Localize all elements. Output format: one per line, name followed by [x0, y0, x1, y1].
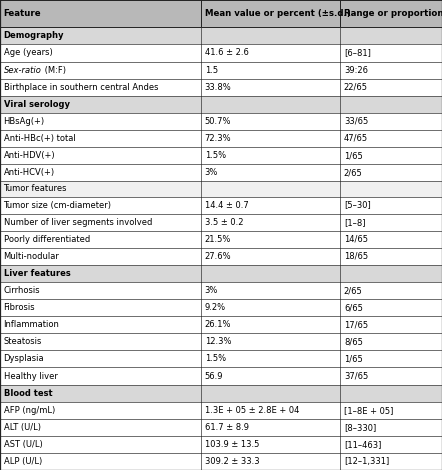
Text: 309.2 ± 33.3: 309.2 ± 33.3 — [205, 457, 259, 466]
Bar — [0, 0, 442, 27]
Text: [1–8E + 05]: [1–8E + 05] — [344, 406, 393, 415]
Text: 33/65: 33/65 — [344, 117, 368, 126]
Text: Steatosis: Steatosis — [4, 337, 42, 346]
Bar — [0, 62, 442, 78]
Text: [1–8]: [1–8] — [344, 218, 366, 227]
Text: Tumor size (cm-diameter): Tumor size (cm-diameter) — [4, 201, 111, 210]
Bar — [0, 350, 442, 368]
Bar — [0, 419, 442, 436]
Text: Tumor features: Tumor features — [4, 184, 67, 193]
Text: 56.9: 56.9 — [205, 371, 223, 381]
Text: [6–81]: [6–81] — [344, 48, 371, 57]
Text: Number of liver segments involved: Number of liver segments involved — [4, 218, 152, 227]
Text: 12.3%: 12.3% — [205, 337, 231, 346]
Text: Fibrosis: Fibrosis — [4, 303, 35, 312]
Text: Anti-HDV(+): Anti-HDV(+) — [4, 151, 55, 160]
Text: 1/65: 1/65 — [344, 151, 362, 160]
Bar — [0, 214, 442, 231]
Text: 39:26: 39:26 — [344, 66, 368, 75]
Text: 1.5%: 1.5% — [205, 354, 226, 363]
Text: Sex-ratio: Sex-ratio — [4, 66, 42, 75]
Bar — [0, 78, 442, 96]
Text: Demography: Demography — [4, 31, 64, 40]
Text: 14/65: 14/65 — [344, 235, 368, 244]
Bar — [0, 436, 442, 453]
Text: 61.7 ± 8.9: 61.7 ± 8.9 — [205, 423, 249, 432]
Text: 9.2%: 9.2% — [205, 303, 226, 312]
Text: 3%: 3% — [205, 168, 218, 177]
Text: AFP (ng/mL): AFP (ng/mL) — [4, 406, 55, 415]
Bar — [0, 282, 442, 299]
Text: Range or proportion: Range or proportion — [344, 9, 442, 18]
Text: 50.7%: 50.7% — [205, 117, 231, 126]
Text: 3.5 ± 0.2: 3.5 ± 0.2 — [205, 218, 243, 227]
Bar — [0, 453, 442, 470]
Text: Healthy liver: Healthy liver — [4, 371, 57, 381]
Text: 37/65: 37/65 — [344, 371, 368, 381]
Text: 47/65: 47/65 — [344, 134, 368, 143]
Text: 14.4 ± 0.7: 14.4 ± 0.7 — [205, 201, 248, 210]
Bar — [0, 265, 442, 282]
Text: Poorly differentiated: Poorly differentiated — [4, 235, 90, 244]
Bar — [0, 130, 442, 147]
Bar — [0, 368, 442, 384]
Text: Cirrhosis: Cirrhosis — [4, 286, 40, 295]
Text: Inflammation: Inflammation — [4, 320, 59, 329]
Text: Viral serology: Viral serology — [4, 100, 69, 109]
Bar — [0, 316, 442, 333]
Text: Anti-HBc(+) total: Anti-HBc(+) total — [4, 134, 75, 143]
Bar — [0, 113, 442, 130]
Text: 1.5: 1.5 — [205, 66, 218, 75]
Text: [5–30]: [5–30] — [344, 201, 371, 210]
Text: (M:F): (M:F) — [42, 66, 66, 75]
Text: 1/65: 1/65 — [344, 354, 362, 363]
Text: [8–330]: [8–330] — [344, 423, 376, 432]
Bar — [0, 27, 442, 45]
Text: Blood test: Blood test — [4, 389, 52, 398]
Text: 17/65: 17/65 — [344, 320, 368, 329]
Text: 21.5%: 21.5% — [205, 235, 231, 244]
Bar — [0, 45, 442, 62]
Bar — [0, 248, 442, 265]
Text: [11–463]: [11–463] — [344, 440, 381, 449]
Bar — [0, 164, 442, 181]
Text: 72.3%: 72.3% — [205, 134, 231, 143]
Text: 26.1%: 26.1% — [205, 320, 231, 329]
Text: 2/65: 2/65 — [344, 286, 362, 295]
Bar — [0, 333, 442, 350]
Text: Anti-HCV(+): Anti-HCV(+) — [4, 168, 55, 177]
Bar — [0, 196, 442, 214]
Text: 2/65: 2/65 — [344, 168, 362, 177]
Text: 8/65: 8/65 — [344, 337, 363, 346]
Text: 41.6 ± 2.6: 41.6 ± 2.6 — [205, 48, 248, 57]
Text: 33.8%: 33.8% — [205, 83, 232, 92]
Text: Age (years): Age (years) — [4, 48, 52, 57]
Text: AST (U/L): AST (U/L) — [4, 440, 42, 449]
Text: 27.6%: 27.6% — [205, 252, 231, 261]
Text: Multi-nodular: Multi-nodular — [4, 252, 59, 261]
Text: ALP (U/L): ALP (U/L) — [4, 457, 42, 466]
Text: Liver features: Liver features — [4, 269, 70, 278]
Bar — [0, 402, 442, 419]
Text: 18/65: 18/65 — [344, 252, 368, 261]
Text: [12–1,331]: [12–1,331] — [344, 457, 389, 466]
Text: 103.9 ± 13.5: 103.9 ± 13.5 — [205, 440, 259, 449]
Text: 1.3E + 05 ± 2.8E + 04: 1.3E + 05 ± 2.8E + 04 — [205, 406, 299, 415]
Text: 1.5%: 1.5% — [205, 151, 226, 160]
Bar — [0, 384, 442, 402]
Bar — [0, 181, 442, 196]
Bar — [0, 96, 442, 113]
Text: Feature: Feature — [4, 9, 41, 18]
Bar — [0, 299, 442, 316]
Text: Mean value or percent (±s.d.): Mean value or percent (±s.d.) — [205, 9, 351, 18]
Text: Dysplasia: Dysplasia — [4, 354, 44, 363]
Text: Birthplace in southern central Andes: Birthplace in southern central Andes — [4, 83, 158, 92]
Bar — [0, 147, 442, 164]
Text: 6/65: 6/65 — [344, 303, 363, 312]
Text: HBsAg(+): HBsAg(+) — [4, 117, 45, 126]
Bar — [0, 231, 442, 248]
Text: 3%: 3% — [205, 286, 218, 295]
Text: ALT (U/L): ALT (U/L) — [4, 423, 41, 432]
Text: 22/65: 22/65 — [344, 83, 368, 92]
